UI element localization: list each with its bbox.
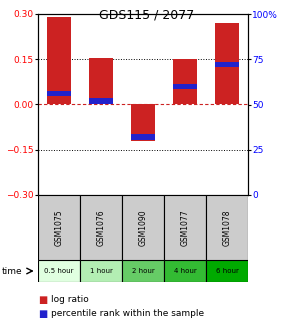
Text: 1 hour: 1 hour xyxy=(90,268,113,274)
Text: ■: ■ xyxy=(38,309,47,319)
Bar xyxy=(122,195,164,260)
Bar xyxy=(132,104,154,141)
Text: GSM1090: GSM1090 xyxy=(139,209,147,246)
Text: GSM1076: GSM1076 xyxy=(96,209,105,246)
Bar xyxy=(47,17,71,104)
Text: 0.5 hour: 0.5 hour xyxy=(44,268,74,274)
Bar xyxy=(215,62,239,68)
Text: time: time xyxy=(1,266,22,276)
Bar xyxy=(173,59,197,104)
Bar xyxy=(47,91,71,96)
Text: GSM1075: GSM1075 xyxy=(54,209,64,246)
Text: ■: ■ xyxy=(38,295,47,305)
Bar xyxy=(38,195,80,260)
Bar xyxy=(215,23,239,104)
Bar xyxy=(173,84,197,89)
Bar xyxy=(164,260,206,282)
Bar xyxy=(38,260,80,282)
Bar xyxy=(164,195,206,260)
Bar xyxy=(89,98,113,103)
Bar xyxy=(122,260,164,282)
Text: percentile rank within the sample: percentile rank within the sample xyxy=(51,309,205,319)
Bar xyxy=(206,195,248,260)
Text: GDS115 / 2077: GDS115 / 2077 xyxy=(99,8,194,22)
Text: log ratio: log ratio xyxy=(51,295,89,304)
Text: 4 hour: 4 hour xyxy=(174,268,196,274)
Text: 6 hour: 6 hour xyxy=(216,268,239,274)
Bar xyxy=(206,260,248,282)
Bar xyxy=(89,58,113,104)
Bar xyxy=(80,195,122,260)
Text: GSM1077: GSM1077 xyxy=(180,209,190,246)
Bar xyxy=(80,260,122,282)
Text: 2 hour: 2 hour xyxy=(132,268,154,274)
Bar xyxy=(132,134,154,140)
Text: GSM1078: GSM1078 xyxy=(222,209,231,246)
